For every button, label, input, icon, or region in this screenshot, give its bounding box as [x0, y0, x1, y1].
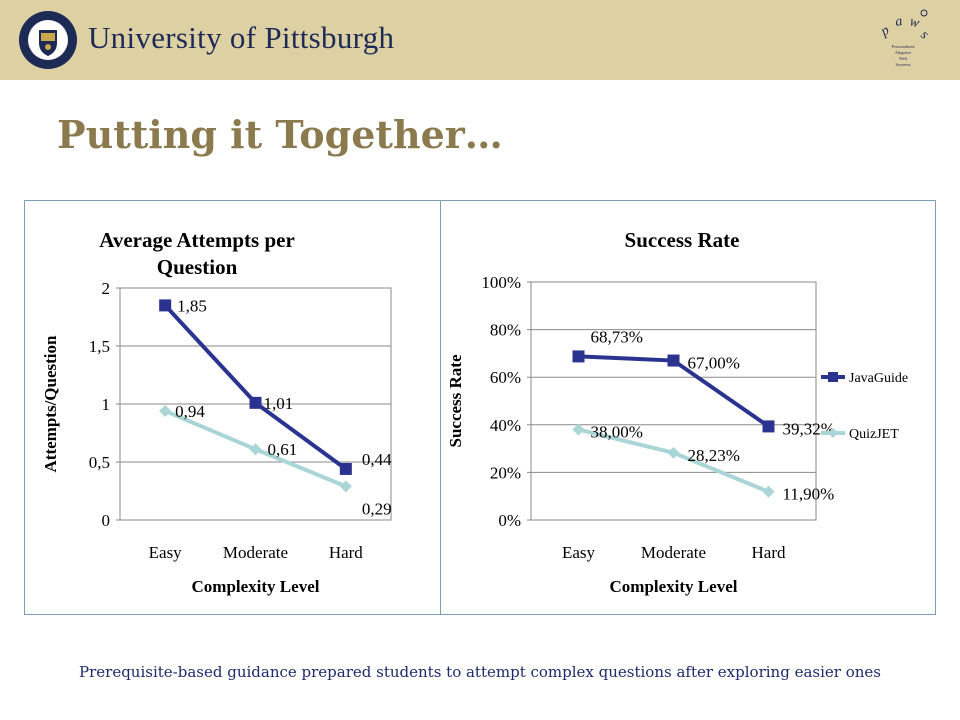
svg-text:Web: Web [899, 56, 908, 61]
data-point-diamond [159, 404, 172, 417]
data-point-square [159, 299, 172, 312]
x-tick-label: Moderate [641, 543, 706, 562]
chart-title: Average Attempts per [99, 228, 295, 252]
footnote: Prerequisite-based guidance prepared stu… [79, 663, 881, 681]
data-point-square [339, 462, 352, 475]
charts-frame [24, 200, 936, 615]
y-tick-label: 0% [498, 511, 521, 530]
y-tick-label: 100% [481, 273, 521, 292]
x-axis-title: Complexity Level [610, 577, 738, 596]
data-point-square [762, 420, 775, 433]
data-label: 67,00% [688, 354, 740, 373]
data-label: 0,44 [362, 450, 392, 469]
x-tick-label: Hard [752, 543, 786, 562]
legend-label: QuizJET [849, 427, 899, 442]
y-tick-label: 60% [490, 368, 521, 387]
plot-area [530, 281, 817, 521]
paws-logo-icon: p a w s Personalized Adaptive Web System… [878, 9, 932, 67]
data-label: 38,00% [591, 423, 643, 442]
y-tick-label: 0 [102, 511, 111, 530]
chart-title: Question [157, 255, 238, 279]
data-label: 0,61 [268, 440, 298, 459]
data-label: 1,85 [177, 296, 207, 315]
data-label: 68,73% [591, 327, 643, 346]
data-point-square [249, 396, 262, 409]
slide-title: Putting it Together… [57, 112, 503, 157]
data-point-diamond [249, 443, 262, 456]
success-rate-chart: Success Rate 0% 20% 40% 60% 80% 100% Easy Modera… [446, 228, 908, 596]
legend-marker [828, 372, 838, 382]
svg-text:Personalized: Personalized [892, 44, 916, 49]
data-label: 0,29 [362, 499, 392, 518]
x-tick-label: Easy [149, 543, 183, 562]
data-label: 11,90% [783, 485, 835, 504]
data-label: 0,94 [175, 402, 205, 421]
data-label: 1,01 [264, 394, 294, 413]
chart-title: Success Rate [625, 228, 740, 252]
y-tick-label: 0,5 [89, 453, 110, 472]
data-point-diamond [667, 446, 680, 459]
university-name: University of Pittsburgh [88, 20, 395, 55]
svg-text:Adaptive: Adaptive [895, 50, 912, 55]
x-axis-title: Complexity Level [192, 577, 320, 596]
data-point-diamond [572, 423, 585, 436]
svg-text:s: s [917, 28, 931, 43]
y-tick-label: 20% [490, 463, 521, 482]
x-tick-label: Moderate [223, 543, 288, 562]
svg-text:a: a [894, 14, 903, 30]
attempts-chart: Average Attempts per Question 0 0,5 1 1,5 2 Eas… [41, 228, 392, 596]
header-band: University of Pittsburgh p a w s Persona… [0, 0, 960, 80]
university-seal-icon [19, 11, 77, 69]
legend-label: JavaGuide [849, 371, 908, 386]
y-tick-label: 1 [102, 395, 111, 414]
y-tick-label: 80% [490, 321, 521, 340]
data-point-square [572, 350, 585, 363]
svg-text:w: w [908, 14, 922, 31]
data-point-diamond [339, 480, 352, 493]
legend-marker [828, 428, 838, 438]
svg-text:p: p [878, 23, 892, 40]
data-point-diamond [762, 485, 775, 498]
y-axis-title: Attempts/Question [41, 335, 60, 472]
data-label: 28,23% [688, 446, 740, 465]
x-tick-label: Hard [329, 543, 363, 562]
x-tick-label: Easy [562, 543, 596, 562]
y-tick-label: 1,5 [89, 337, 110, 356]
data-label: 39,32% [783, 419, 835, 438]
y-tick-label: 40% [490, 416, 521, 435]
svg-text:Systems: Systems [895, 62, 910, 67]
data-point-square [667, 354, 680, 367]
y-axis-title: Success Rate [446, 354, 465, 447]
charts-divider [440, 200, 441, 615]
y-tick-label: 2 [102, 279, 111, 298]
